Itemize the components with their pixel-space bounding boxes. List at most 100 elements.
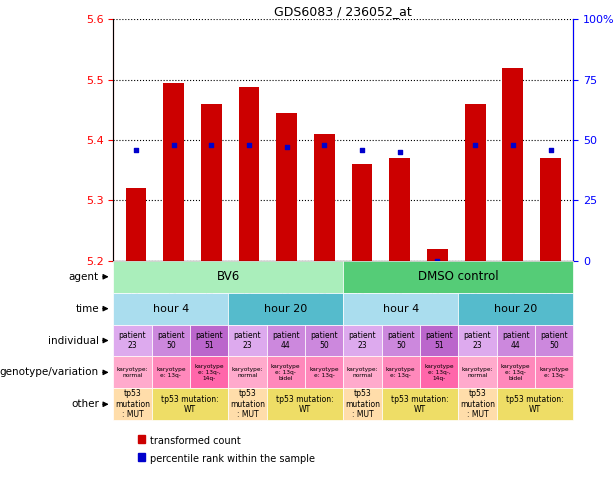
Bar xyxy=(267,325,305,356)
Text: patient
23: patient 23 xyxy=(349,331,376,350)
Text: karyotype:
normal: karyotype: normal xyxy=(232,367,264,378)
Bar xyxy=(113,261,343,293)
Bar xyxy=(276,113,297,261)
Bar xyxy=(305,325,343,356)
Text: patient
23: patient 23 xyxy=(463,331,491,350)
Text: time: time xyxy=(75,304,99,313)
Text: patient
50: patient 50 xyxy=(540,331,568,350)
Bar xyxy=(267,356,305,388)
Text: tp53 mutation:
WT: tp53 mutation: WT xyxy=(161,395,219,414)
Bar xyxy=(314,134,335,261)
Bar xyxy=(352,164,373,261)
Bar xyxy=(267,388,343,420)
Text: karyotype
e: 13q-,
14q-: karyotype e: 13q-, 14q- xyxy=(194,364,224,381)
Bar xyxy=(163,83,184,261)
Bar xyxy=(343,356,382,388)
Bar xyxy=(382,325,420,356)
Bar xyxy=(229,293,343,325)
Text: karyotype:
normal: karyotype: normal xyxy=(116,367,148,378)
Text: karyotype
e: 13q-
bidel: karyotype e: 13q- bidel xyxy=(271,364,300,381)
Bar xyxy=(459,356,497,388)
Text: karyotype
e: 13q-: karyotype e: 13q- xyxy=(310,367,339,378)
Text: patient
50: patient 50 xyxy=(310,331,338,350)
Bar xyxy=(113,388,152,420)
Text: hour 4: hour 4 xyxy=(383,304,419,313)
Text: tp53
mutation
: MUT: tp53 mutation : MUT xyxy=(230,389,265,419)
Bar xyxy=(201,104,222,261)
Text: hour 20: hour 20 xyxy=(494,304,538,313)
Point xyxy=(395,148,405,156)
Bar xyxy=(382,356,420,388)
Bar xyxy=(229,356,267,388)
Point xyxy=(244,141,254,149)
Text: hour 20: hour 20 xyxy=(264,304,308,313)
Point xyxy=(131,146,141,154)
Bar xyxy=(343,293,459,325)
Text: karyotype
e: 13q-
bidel: karyotype e: 13q- bidel xyxy=(501,364,530,381)
Text: patient
23: patient 23 xyxy=(234,331,261,350)
Text: BV6: BV6 xyxy=(217,270,240,283)
Text: genotype/variation: genotype/variation xyxy=(0,368,99,377)
Text: transformed count: transformed count xyxy=(150,436,241,446)
Bar xyxy=(190,325,229,356)
Bar xyxy=(497,356,535,388)
Bar xyxy=(343,261,573,293)
Point xyxy=(319,141,329,149)
Text: percentile rank within the sample: percentile rank within the sample xyxy=(150,454,315,464)
Point xyxy=(433,257,443,265)
Text: patient
23: patient 23 xyxy=(119,331,147,350)
Bar xyxy=(113,356,152,388)
Bar xyxy=(535,356,573,388)
Point xyxy=(508,141,518,149)
Text: hour 4: hour 4 xyxy=(153,304,189,313)
Text: tp53
mutation
: MUT: tp53 mutation : MUT xyxy=(345,389,380,419)
Bar xyxy=(238,87,259,261)
Bar xyxy=(535,325,573,356)
Bar xyxy=(229,325,267,356)
Bar xyxy=(427,249,448,261)
Bar xyxy=(113,293,229,325)
Text: other: other xyxy=(71,399,99,409)
Text: karyotype:
normal: karyotype: normal xyxy=(462,367,493,378)
Bar xyxy=(465,104,485,261)
Text: individual: individual xyxy=(48,336,99,345)
Point xyxy=(282,143,292,151)
Point xyxy=(470,141,480,149)
Bar xyxy=(497,388,573,420)
Bar xyxy=(343,325,382,356)
Text: patient
44: patient 44 xyxy=(272,331,300,350)
Text: patient
51: patient 51 xyxy=(196,331,223,350)
Point xyxy=(357,146,367,154)
Bar xyxy=(420,325,459,356)
Text: tp53 mutation:
WT: tp53 mutation: WT xyxy=(391,395,449,414)
Bar xyxy=(126,188,147,261)
Text: tp53
mutation
: MUT: tp53 mutation : MUT xyxy=(115,389,150,419)
Bar xyxy=(190,356,229,388)
Text: DMSO control: DMSO control xyxy=(418,270,498,283)
Text: patient
50: patient 50 xyxy=(387,331,414,350)
Bar xyxy=(540,158,561,261)
Title: GDS6083 / 236052_at: GDS6083 / 236052_at xyxy=(275,5,412,18)
Text: patient
44: patient 44 xyxy=(502,331,530,350)
Bar xyxy=(503,68,524,261)
Bar xyxy=(305,356,343,388)
Text: karyotype:
normal: karyotype: normal xyxy=(346,367,378,378)
Text: tp53 mutation:
WT: tp53 mutation: WT xyxy=(506,395,564,414)
Text: karyotype
e: 13q-: karyotype e: 13q- xyxy=(386,367,416,378)
Text: agent: agent xyxy=(69,272,99,282)
Text: karyotype
e: 13q-: karyotype e: 13q- xyxy=(156,367,186,378)
Bar xyxy=(382,388,459,420)
Text: patient
50: patient 50 xyxy=(157,331,185,350)
Bar xyxy=(229,388,267,420)
Bar xyxy=(152,388,229,420)
Bar xyxy=(113,325,152,356)
Bar xyxy=(152,325,190,356)
Bar xyxy=(343,388,382,420)
Bar xyxy=(420,356,459,388)
Bar xyxy=(459,388,497,420)
Point xyxy=(546,146,555,154)
Bar xyxy=(497,325,535,356)
Text: karyotype
e: 13q-: karyotype e: 13q- xyxy=(539,367,569,378)
Bar xyxy=(152,356,190,388)
Text: tp53
mutation
: MUT: tp53 mutation : MUT xyxy=(460,389,495,419)
